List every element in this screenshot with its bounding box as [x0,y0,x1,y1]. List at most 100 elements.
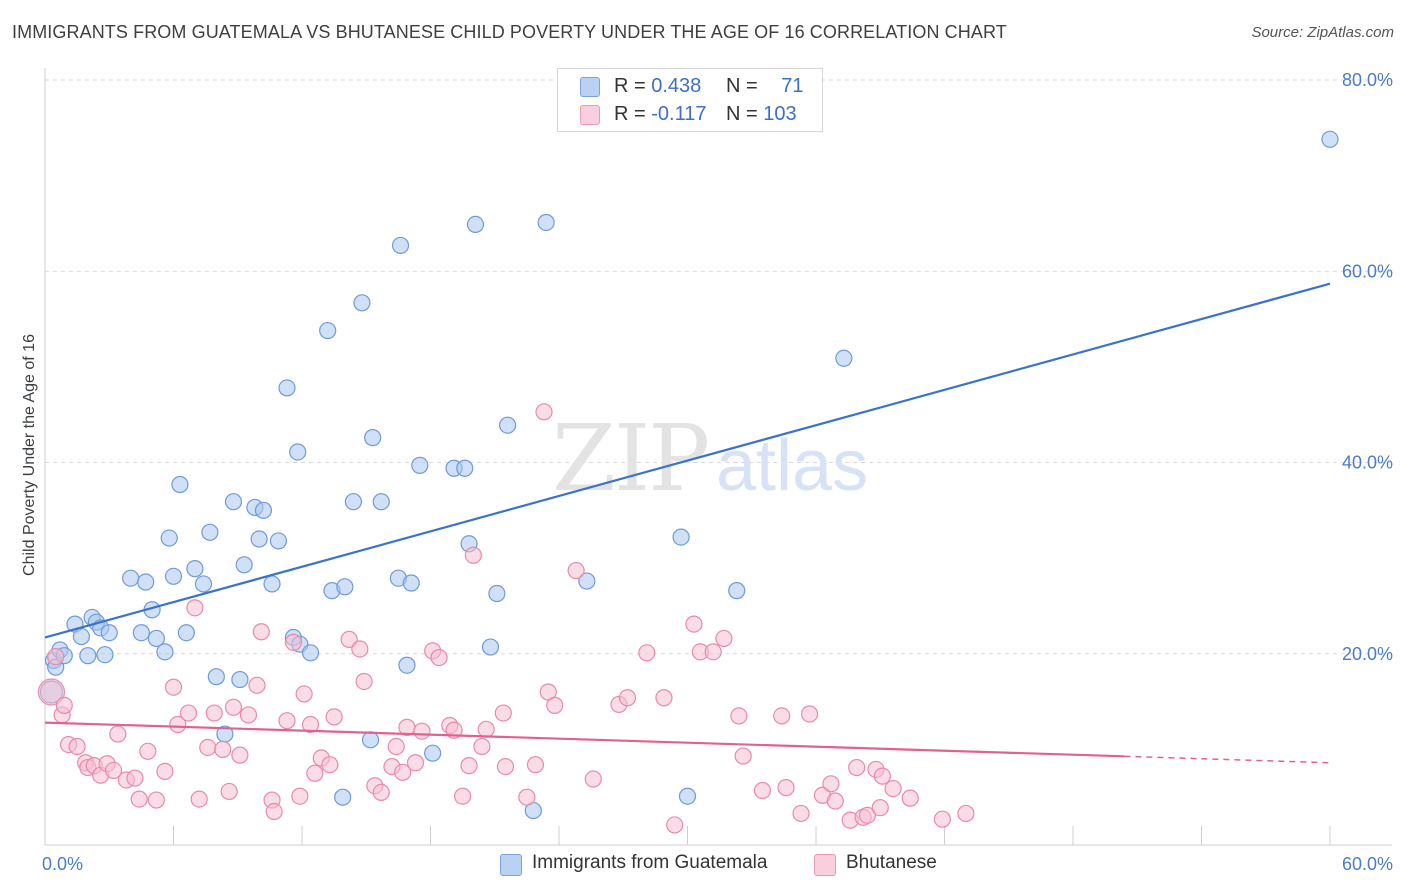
trend-line-solid [44,721,1125,758]
data-point [477,720,495,738]
y-tick-label: 40.0% [1342,453,1393,473]
data-point [301,644,320,662]
data-point [884,779,902,798]
data-point [37,678,66,706]
data-point [518,788,536,806]
data-point [250,530,268,548]
data-point [130,790,148,808]
data-point [351,640,369,658]
data-point [96,646,114,664]
data-point [235,556,253,574]
data-point [340,630,358,649]
data-point [205,704,223,722]
data-point [822,775,840,793]
data-point [325,708,343,726]
data-point [753,781,772,800]
y-tick-label: 60.0% [1342,261,1393,281]
data-point [160,529,178,547]
data-point [901,789,919,807]
data-point [424,744,442,762]
data-point [387,737,405,756]
data-point [858,806,877,824]
y-tick-label: 20.0% [1342,644,1393,664]
data-point [109,725,127,743]
trend-line-dashed [1124,755,1331,764]
legend-swatch-blue [580,77,600,97]
data-point [666,816,684,834]
data-point [190,790,208,808]
data-point [454,787,472,805]
data-point [398,656,416,674]
data-point [464,546,482,564]
data-point [132,624,150,642]
data-point [126,769,144,787]
data-point [728,582,746,600]
data-point [494,704,512,722]
data-point [372,493,390,511]
data-point [777,779,795,797]
data-point [179,704,198,722]
data-point [481,638,500,656]
data-point [224,493,243,511]
y-tick-label: 80.0% [1342,70,1393,90]
data-point [301,715,320,734]
data-point [826,792,844,810]
data-point [156,762,174,780]
data-point [55,696,73,714]
data-point [1321,130,1339,148]
data-point [171,475,189,494]
legend-r-value: 0.438 [651,75,702,97]
legend-swatch-pink [814,854,836,876]
data-point [355,672,373,691]
data-point [460,757,478,775]
data-point [284,633,303,651]
data-point [122,569,140,587]
data-point [871,799,889,817]
data-point [473,737,491,756]
legend-row-bhutanese: R = -0.117 N = 103 [558,101,822,129]
data-point [207,668,225,686]
data-point [957,804,975,823]
data-point [169,715,187,734]
data-point [334,788,352,806]
data-point [835,349,853,367]
data-point [578,572,596,590]
data-point [413,722,431,740]
data-point [430,648,448,667]
y-axis-label: Child Poverty Under the Age of 16 [21,334,38,576]
data-point [289,443,307,461]
legend-n-value: 103 [763,103,797,125]
data-point [704,643,722,661]
data-point [147,791,165,809]
data-point [269,532,288,550]
data-point [848,758,866,777]
data-point [336,578,354,596]
y-tick-labels: 20.0% 40.0% 60.0% 80.0% [1342,70,1393,664]
data-point [164,567,183,585]
data-point [295,685,313,703]
legend-r-value: -0.117 [651,103,707,125]
data-point [638,644,656,662]
data-point [306,764,324,782]
data-point [72,627,91,646]
data-point [252,623,270,641]
data-point [567,561,585,580]
data-point [792,804,810,823]
data-point [715,629,733,648]
data-point [873,767,891,785]
watermark: ZIP atlas [552,405,868,512]
data-point [773,707,791,725]
legend-label-bhutanese: Bhutanese [846,852,937,873]
data-point [391,236,410,255]
data-point [456,459,474,477]
trend-line [44,282,1331,639]
watermark-atlas: atlas [716,426,868,506]
data-point [164,678,183,696]
data-point [537,213,555,232]
data-point [214,740,232,758]
source-label: Source: ZipAtlas.com [1251,24,1394,41]
data-point [344,493,362,511]
data-point [47,648,65,666]
legend-row-guatemala: R = 0.438 N = 71 [558,73,822,101]
